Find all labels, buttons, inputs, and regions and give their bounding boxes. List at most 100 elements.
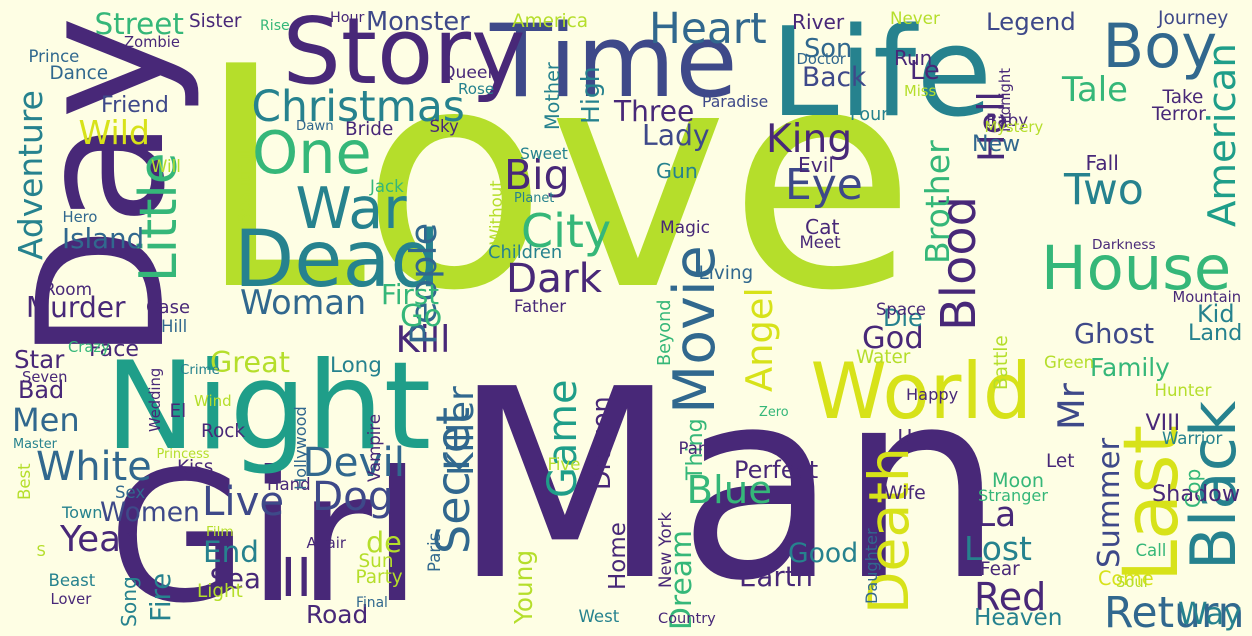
word-son: Son — [804, 34, 853, 64]
word-perfect: Perfect — [734, 456, 819, 484]
word-kid: Kid — [1197, 300, 1235, 328]
word-crime: Crime — [180, 362, 220, 378]
word-street: Street — [94, 6, 184, 41]
word-men: Men — [12, 401, 80, 439]
word-without: Without — [486, 179, 506, 245]
word-road: Road — [306, 599, 369, 629]
word-princess: Princess — [156, 446, 210, 462]
word-affair: Affair — [306, 534, 346, 552]
word-sky: Sky — [429, 116, 459, 136]
word-killer: Killer — [441, 386, 482, 476]
word-lost: Lost — [964, 528, 1032, 568]
word-wind: Wind — [194, 391, 232, 410]
word-father: Father — [514, 296, 567, 316]
word-god: God — [862, 320, 924, 356]
word-mountain: Mountain — [1172, 288, 1242, 306]
word-world: World — [810, 346, 1032, 437]
word-first: First — [381, 278, 440, 311]
word-sweet: Sweet — [520, 145, 568, 163]
word-back: Back — [802, 61, 867, 93]
word-la: La — [976, 495, 1017, 535]
word-dragon: Dragon — [586, 396, 617, 490]
word-eye: Eye — [785, 160, 863, 209]
word-blue: Blue — [686, 467, 772, 513]
word-terror: Terror — [1152, 103, 1206, 125]
word-rose: Rose — [458, 79, 495, 98]
word-come: Come — [1098, 566, 1154, 590]
word-ghost: Ghost — [1074, 318, 1155, 350]
word-family: Family — [1090, 352, 1170, 382]
word-beautiful: Beautiful — [234, 149, 254, 224]
word-lover: Lover — [50, 590, 92, 608]
word-moon: Moon — [992, 468, 1045, 492]
word-bride: Bride — [345, 119, 394, 140]
word-hand: Hand — [267, 474, 311, 494]
word-great: Great — [210, 344, 290, 379]
word-heart: Heart — [649, 4, 767, 53]
word-end: End — [203, 534, 259, 569]
word-river: River — [792, 10, 845, 34]
word-star: Star — [14, 344, 65, 374]
word-soul: Soul — [1116, 573, 1148, 591]
word-country: Country — [658, 609, 716, 627]
word-film: Film — [206, 524, 234, 540]
word-doctor: Doctor — [796, 50, 846, 68]
word-paradise: Paradise — [702, 93, 769, 111]
word-baby: Baby — [986, 110, 1029, 130]
word-fall: Fall — [1085, 151, 1119, 175]
word-war: War — [295, 175, 407, 242]
word-christmas: Christmas — [251, 82, 465, 131]
word-song: Song — [117, 575, 141, 627]
word-way: Way — [1178, 597, 1242, 632]
word-paris: Paris — [424, 532, 444, 572]
word-battle: Battle — [991, 334, 1012, 390]
word-kill: Kill — [395, 317, 451, 361]
word-rise: Rise — [260, 18, 290, 34]
word-green: Green — [1044, 352, 1095, 372]
word-happy: Happy — [906, 385, 959, 404]
word-two: Two — [1064, 164, 1144, 215]
word-le: Le — [910, 56, 940, 86]
word-four: Four — [850, 104, 889, 125]
word-sun: Sun — [358, 551, 394, 572]
word-shadow: Shadow — [1152, 481, 1241, 507]
word-hollywood: Hollywood — [291, 406, 310, 490]
word-part: Part — [678, 438, 712, 458]
word-girl: Girl — [108, 433, 423, 636]
word-sea: Sea — [209, 562, 261, 595]
word-mystery: Mystery — [984, 118, 1044, 136]
word-heaven: Heaven — [974, 604, 1063, 631]
word-face: Face — [89, 337, 139, 362]
word-el: El — [169, 401, 187, 422]
word-new: New — [972, 132, 1021, 157]
word-journey: Journey — [1158, 7, 1229, 29]
word-take: Take — [1162, 87, 1204, 108]
word-island: Island — [62, 222, 145, 255]
word-queen: Queen — [442, 62, 499, 83]
word-seven: Seven — [22, 368, 68, 386]
word-stranger: Stranger — [978, 486, 1048, 505]
word-lady: Lady — [642, 119, 710, 152]
word-master: Master — [13, 436, 57, 452]
word-boy: Boy — [1102, 11, 1218, 82]
word-dead: Dead — [234, 214, 441, 305]
word-water: Water — [856, 347, 911, 368]
word-cat: Cat — [805, 215, 840, 239]
word-young: Young — [508, 549, 538, 624]
word-land: Land — [1188, 320, 1243, 346]
word-hero: Hero — [62, 208, 98, 226]
word-sister: Sister — [189, 11, 242, 32]
word-wedding: Wedding — [146, 367, 164, 432]
word-daughter: Daughter — [862, 528, 881, 604]
word-house: House — [1041, 233, 1232, 304]
word-darkness: Darkness — [1092, 237, 1156, 253]
word-beyond: Beyond — [655, 299, 675, 366]
word-long: Long — [330, 352, 382, 378]
word-party: Party — [355, 567, 403, 588]
word-red: Red — [974, 575, 1047, 619]
word-room: Room — [44, 278, 93, 299]
word-miss: Miss — [904, 82, 937, 100]
word-brother: Brother — [917, 140, 957, 264]
word-town: Town — [62, 503, 103, 522]
word-city: City — [521, 204, 612, 258]
